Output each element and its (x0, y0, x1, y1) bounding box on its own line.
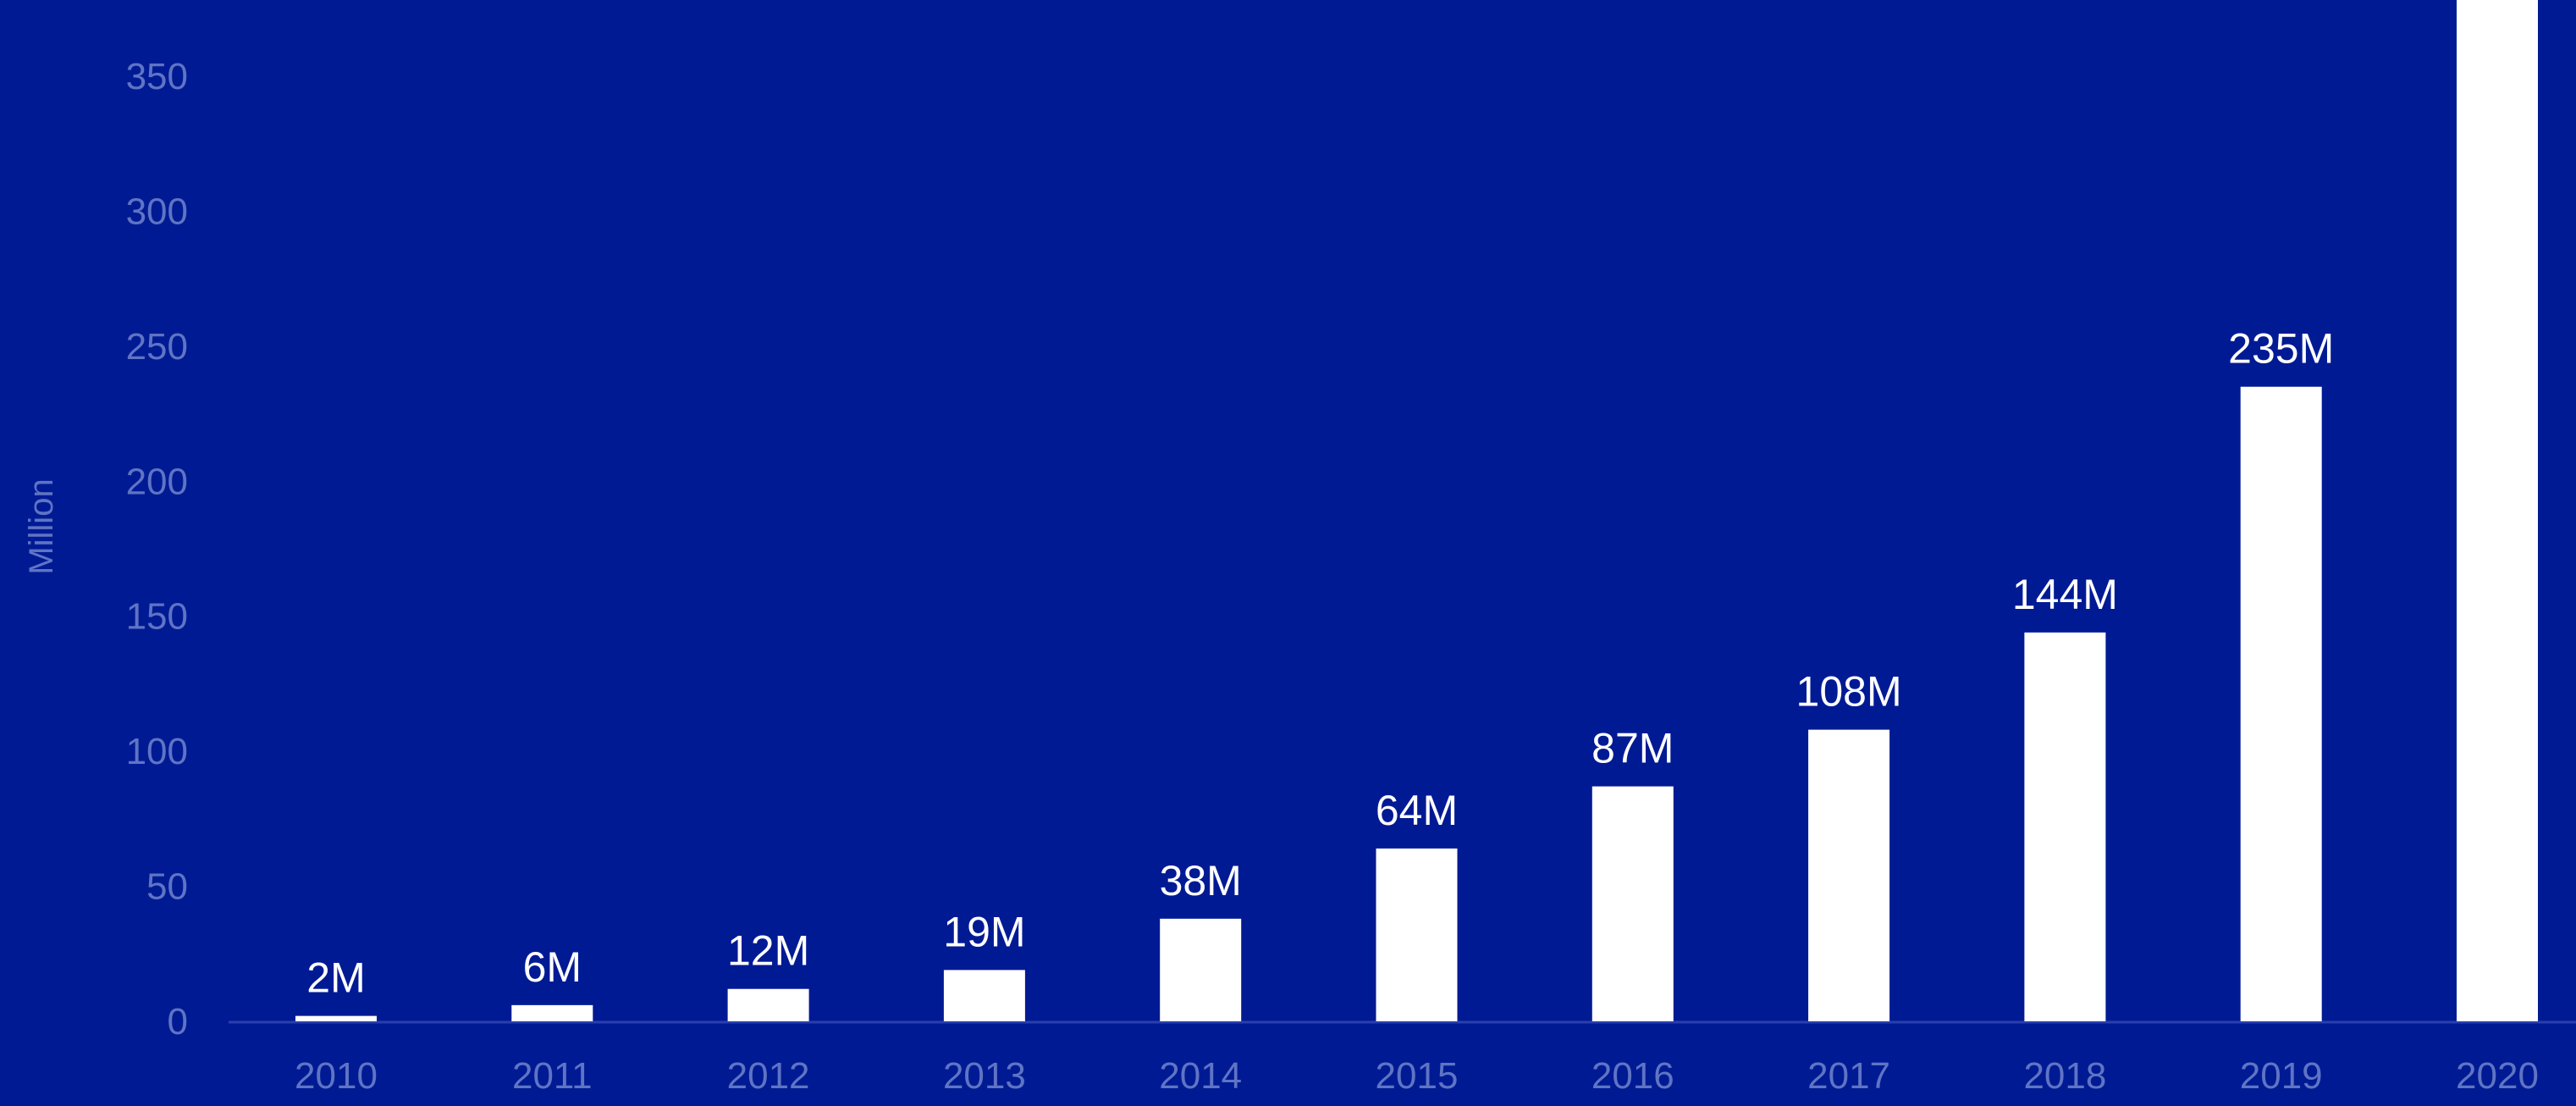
data-label-2017: 108M (1796, 668, 1902, 716)
y-tick-label: 150 (126, 596, 188, 638)
bar-2012 (727, 988, 809, 1021)
x-tick-label-2013: 2013 (943, 1055, 1026, 1097)
y-tick-label: 50 (146, 866, 188, 908)
data-label-2016: 87M (1591, 725, 1674, 772)
bars (295, 0, 2538, 1022)
data-label-2013: 19M (943, 908, 1025, 955)
bar-2016 (1591, 786, 1674, 1021)
bar-2019 (2240, 386, 2322, 1022)
y-tick-label: 0 (168, 1001, 188, 1042)
y-axis-title: Million (23, 478, 60, 574)
bar-2017 (1808, 729, 1890, 1021)
x-tick-label-2015: 2015 (1376, 1055, 1459, 1097)
x-tick-label-2020: 2020 (2456, 1055, 2539, 1097)
bar-2014 (1160, 918, 1242, 1021)
data-label-2015: 64M (1376, 787, 1458, 834)
data-label-2019: 235M (2228, 325, 2334, 373)
x-axis-ticks: 2010 2011 2012 2013 2014 2015 2016 2017 2018 2019… (295, 1055, 2539, 1097)
y-axis-ticks: 0 50 100 150 200 250 300 350 (126, 56, 188, 1042)
y-tick-label: 350 (126, 56, 188, 97)
bar-2011 (511, 1004, 593, 1021)
data-label-2014: 38M (1160, 857, 1242, 904)
data-label-2011: 6M (523, 943, 582, 991)
data-label-2010: 2M (306, 954, 365, 1002)
data-label-2018: 144M (2012, 571, 2118, 618)
x-tick-label-2010: 2010 (295, 1055, 378, 1097)
y-tick-label: 100 (126, 731, 188, 772)
bar-2020 (2457, 0, 2538, 1021)
bar-2013 (943, 970, 1025, 1021)
x-tick-label-2019: 2019 (2240, 1055, 2323, 1097)
bar-2015 (1376, 848, 1458, 1021)
data-labels: 2M6M12M19M38M64M87M108M144M235M380M (306, 325, 2334, 1002)
x-tick-label-2014: 2014 (1159, 1055, 1242, 1097)
y-tick-label: 200 (126, 461, 188, 502)
x-tick-label-2011: 2011 (512, 1055, 593, 1097)
x-tick-label-2016: 2016 (1591, 1055, 1674, 1097)
data-label-2012: 12M (727, 927, 809, 975)
bar-2010 (295, 1015, 377, 1021)
y-tick-label: 300 (126, 191, 188, 232)
x-tick-label-2017: 2017 (1807, 1055, 1890, 1097)
bar-2018 (2024, 632, 2106, 1021)
y-tick-label: 250 (126, 326, 188, 368)
x-tick-label-2018: 2018 (2023, 1055, 2106, 1097)
x-tick-label-2012: 2012 (727, 1055, 810, 1097)
